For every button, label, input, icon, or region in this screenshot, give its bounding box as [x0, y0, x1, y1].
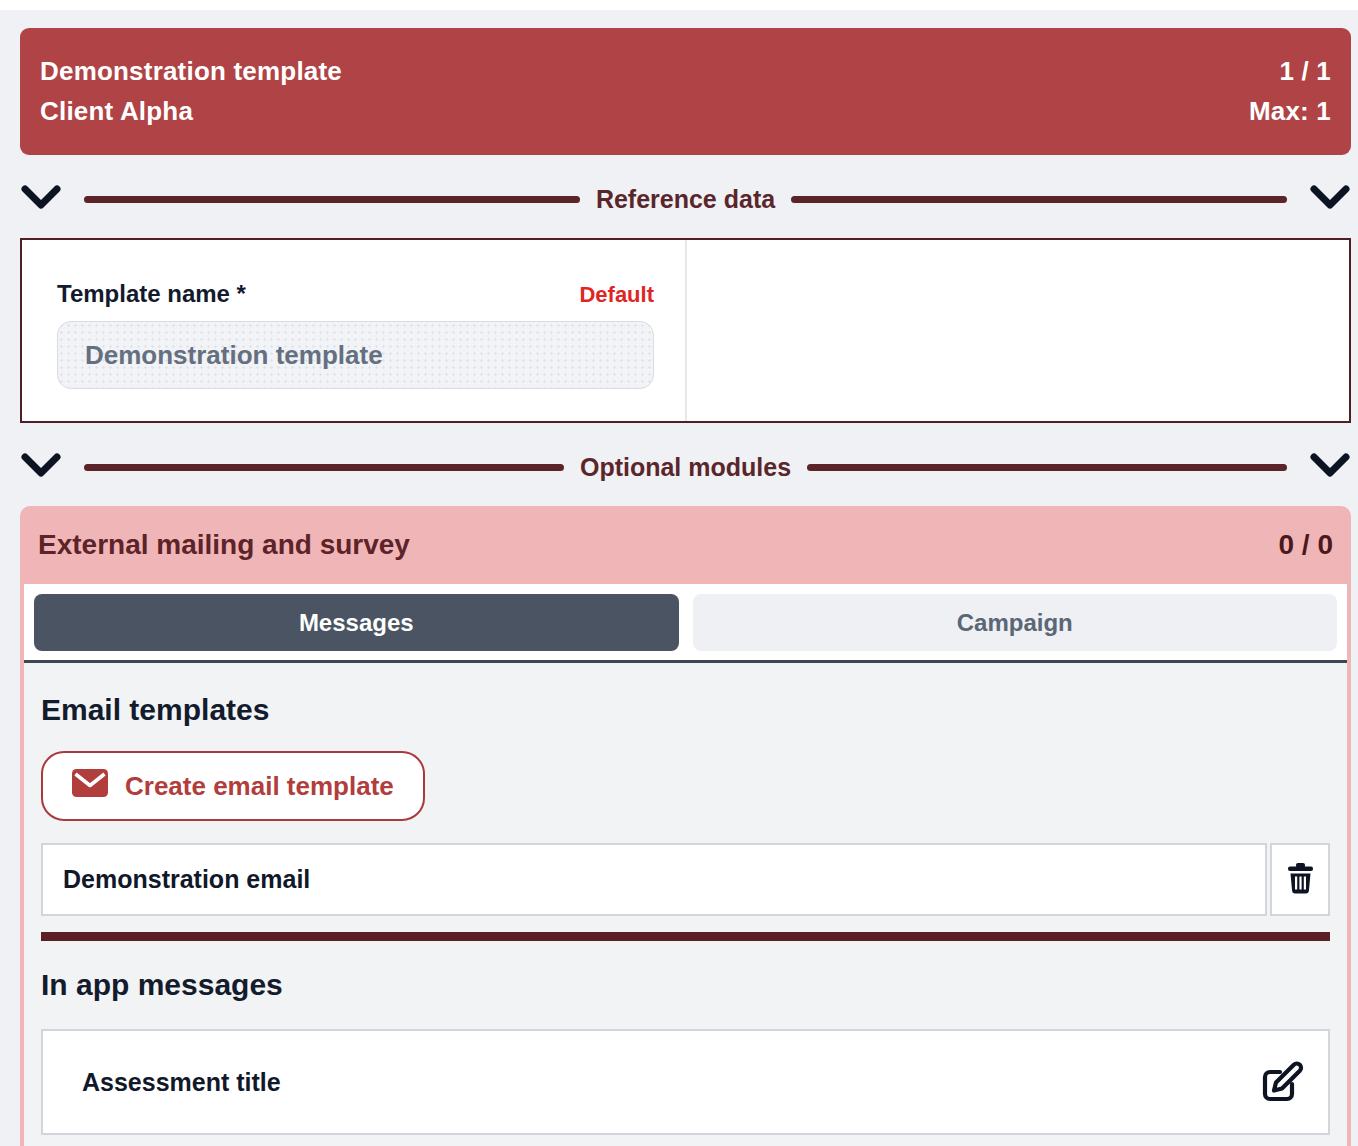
edit-in-app-message-button[interactable] [1258, 1057, 1306, 1108]
template-name-input[interactable] [57, 321, 654, 389]
chevron-down-icon [21, 453, 61, 482]
delete-email-template-button[interactable] [1270, 843, 1330, 916]
client-name: Client Alpha [40, 96, 342, 127]
collapse-optional-left[interactable] [20, 452, 62, 482]
email-templates-heading: Email templates [41, 663, 1330, 727]
section-divider-optional: Optional modules [20, 450, 1351, 484]
section-rule [41, 932, 1330, 941]
edit-icon [1258, 1057, 1306, 1108]
default-link[interactable]: Default [579, 282, 654, 308]
section-label-optional: Optional modules [580, 453, 791, 482]
field-header: Template name * Default [57, 280, 654, 308]
trash-icon [1287, 863, 1314, 897]
in-app-messages-heading: In app messages [41, 941, 1330, 1002]
collapse-optional-right[interactable] [1309, 452, 1351, 482]
chevron-down-icon [21, 185, 61, 214]
create-email-template-label: Create email template [125, 771, 394, 802]
email-template-item[interactable]: Demonstration email [41, 843, 1267, 916]
email-template-row: Demonstration email [41, 843, 1330, 916]
template-header: Demonstration template Client Alpha 1 / … [20, 28, 1351, 155]
collapse-reference-left[interactable] [20, 184, 62, 214]
module-title: External mailing and survey [38, 529, 410, 561]
divider-line [791, 196, 1287, 203]
module-count-badge: 0 / 0 [1279, 529, 1333, 561]
max-badge: Max: 1 [1249, 96, 1331, 127]
envelope-icon [72, 769, 108, 804]
chevron-down-icon [1310, 185, 1350, 214]
divider-line [84, 464, 564, 471]
page: Demonstration template Client Alpha 1 / … [20, 28, 1351, 1146]
template-name-label: Template name * [57, 280, 246, 308]
template-header-right: 1 / 1 Max: 1 [1249, 56, 1331, 127]
tab-messages[interactable]: Messages [34, 594, 679, 651]
tab-campaign[interactable]: Campaign [693, 594, 1338, 651]
section-divider-reference: Reference data [20, 182, 1351, 216]
section-label-reference: Reference data [596, 185, 775, 214]
module-body: Messages Campaign Email templates Create… [24, 584, 1347, 1146]
collapse-reference-right[interactable] [1309, 184, 1351, 214]
page-title: Demonstration template [40, 56, 342, 87]
panel-empty-column [687, 240, 1349, 421]
messages-tab-content: Email templates Create email template De… [24, 663, 1347, 1135]
count-badge: 1 / 1 [1249, 56, 1331, 87]
divider-line [807, 464, 1287, 471]
divider-line [84, 196, 580, 203]
chevron-down-icon [1310, 453, 1350, 482]
template-name-column: Template name * Default [22, 240, 687, 421]
external-mailing-module: External mailing and survey 0 / 0 Messag… [20, 506, 1351, 1146]
template-header-left: Demonstration template Client Alpha [40, 56, 342, 127]
module-header: External mailing and survey 0 / 0 [24, 506, 1347, 584]
top-strip [0, 0, 1358, 10]
reference-data-panel: Template name * Default [20, 238, 1351, 423]
in-app-message-item: Assessment title [82, 1068, 281, 1097]
create-email-template-button[interactable]: Create email template [41, 751, 425, 821]
in-app-message-row[interactable]: Assessment title [41, 1029, 1330, 1135]
tabs-strip: Messages Campaign [24, 584, 1347, 663]
